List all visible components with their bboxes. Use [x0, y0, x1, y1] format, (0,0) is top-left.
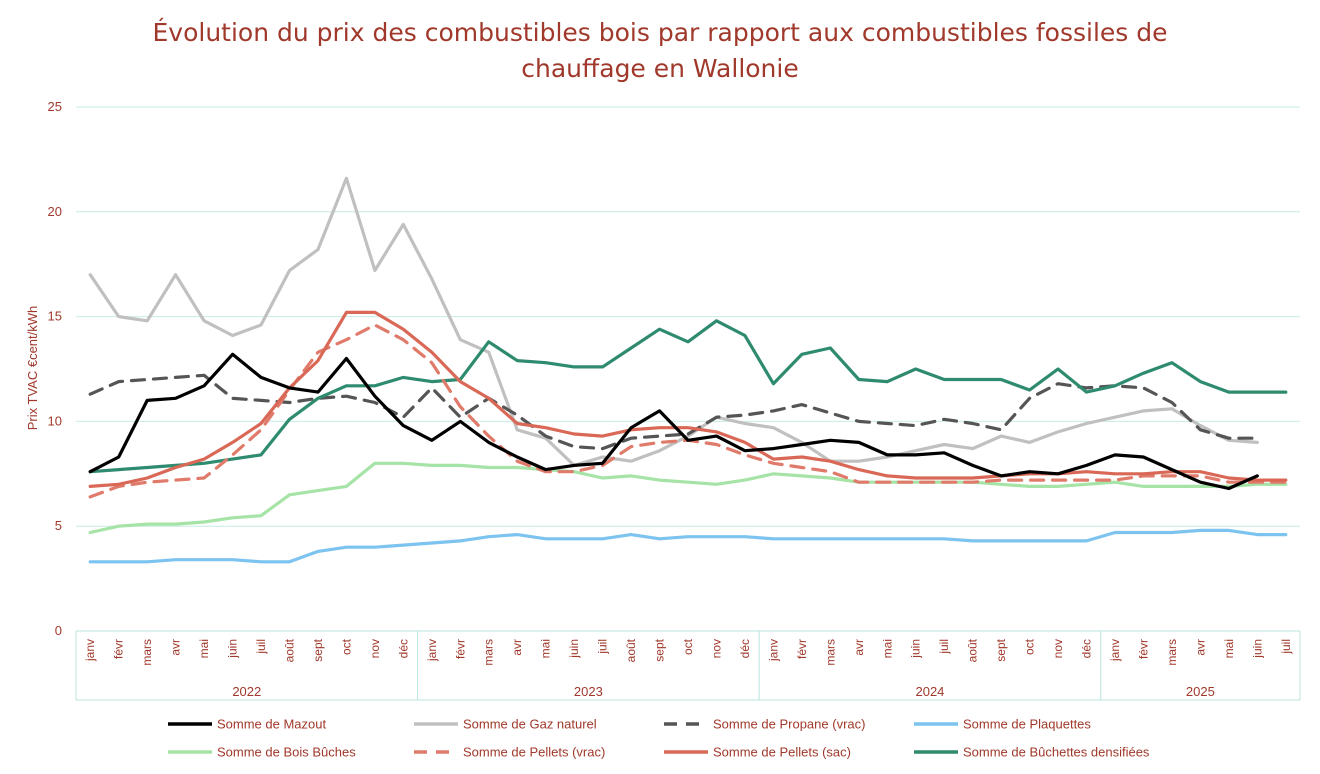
grid-lines	[76, 106, 1300, 527]
x-tick-label: oct	[339, 638, 353, 655]
x-tick-label: août	[282, 638, 296, 662]
series-lines	[88, 176, 1288, 564]
y-tick-label: 0	[55, 623, 62, 638]
x-tick-label: déc	[1080, 639, 1094, 658]
x-tick-label: juil	[1279, 639, 1293, 655]
y-tick-labels: 0 5 10 15 20 25	[48, 99, 62, 638]
x-tick-label: févr	[453, 639, 467, 659]
x-tick-label: oct	[681, 638, 695, 655]
x-tick-label: avr	[1193, 639, 1207, 656]
x-tick-label: oct	[1023, 638, 1037, 655]
x-tick-label: févr	[112, 639, 126, 659]
legend-label: Somme de Plaquettes	[963, 717, 1091, 732]
x-tick-label: mai	[539, 639, 553, 658]
x-tick-label: mai	[1222, 639, 1236, 658]
x-tick-label: sept	[994, 638, 1008, 661]
x-tick-label: mars	[140, 639, 154, 666]
x-tick-label: avr	[510, 639, 524, 656]
x-tick-label: juin	[226, 639, 240, 659]
x-axis: janv févr mars avr mai juin juil août sept oct nov…	[75, 630, 1301, 701]
x-tick-label: janv	[766, 639, 780, 662]
x-tick-label: août	[966, 638, 980, 662]
y-tick-label: 25	[48, 99, 62, 114]
x-tick-label: juin	[567, 639, 581, 659]
series-line-3	[88, 528, 1288, 564]
x-tick-label: déc	[738, 639, 752, 658]
x-tick-label: juil	[254, 639, 268, 655]
x-tick-label: juin	[1250, 639, 1264, 659]
legend-label: Somme de Gaz naturel	[463, 717, 597, 732]
y-tick-label: 5	[55, 518, 62, 533]
series-line-2	[88, 373, 1259, 451]
x-tick-label: sept	[653, 638, 667, 661]
x-tick-label: févr	[1136, 639, 1150, 659]
chart-title-line-2: chauffage en Wallonie	[521, 54, 798, 83]
x-tick-label: janv	[1108, 639, 1122, 662]
legend-label: Somme de Mazout	[217, 717, 326, 732]
x-tick-label: janv	[83, 639, 97, 662]
x-tick-label: nov	[1051, 639, 1065, 658]
x-tick-label: nov	[368, 639, 382, 658]
y-axis-label: Prix TVAC €cent/kWh	[25, 306, 40, 431]
legend-label: Somme de Pellets (vrac)	[463, 745, 605, 760]
x-tick-label: mai	[880, 639, 894, 658]
x-tick-label: déc	[396, 639, 410, 658]
series-line-6	[88, 310, 1288, 488]
legend-label: Somme de Propane (vrac)	[713, 717, 865, 732]
year-label: 2025	[1186, 684, 1215, 699]
x-tick-label: mars	[1165, 639, 1179, 666]
series-line-7	[88, 319, 1288, 474]
legend-label: Somme de Bois Bûches	[217, 745, 356, 760]
x-tick-label: juin	[909, 639, 923, 659]
x-tick-label: janv	[425, 639, 439, 662]
series-line-4	[88, 461, 1288, 535]
year-label: 2023	[574, 684, 603, 699]
series-line-1	[88, 176, 1259, 467]
year-label: 2022	[232, 684, 261, 699]
x-tick-label: juil	[937, 639, 951, 655]
chart-title-line-1: Évolution du prix des combustibles bois …	[152, 18, 1167, 47]
x-tick-label: mars	[823, 639, 837, 666]
x-tick-label: sept	[311, 638, 325, 661]
legend-label: Somme de Pellets (sac)	[713, 745, 851, 760]
x-tick-label: févr	[795, 639, 809, 659]
year-label: 2024	[915, 684, 944, 699]
y-tick-label: 10	[48, 413, 62, 428]
legend: Somme de Mazout Somme de Gaz naturel Somme…	[168, 717, 1150, 760]
x-tick-label: mai	[197, 639, 211, 658]
x-tick-label: mars	[482, 639, 496, 666]
x-tick-label: avr	[169, 639, 183, 656]
x-tick-label: août	[624, 638, 638, 662]
x-tick-label: avr	[852, 639, 866, 656]
series-line-0	[88, 352, 1259, 491]
y-tick-label: 15	[48, 309, 62, 324]
x-tick-label: juil	[596, 639, 610, 655]
x-tick-label: nov	[709, 639, 723, 658]
y-tick-label: 20	[48, 204, 62, 219]
legend-label: Somme de Bûchettes densifiées	[963, 745, 1150, 760]
